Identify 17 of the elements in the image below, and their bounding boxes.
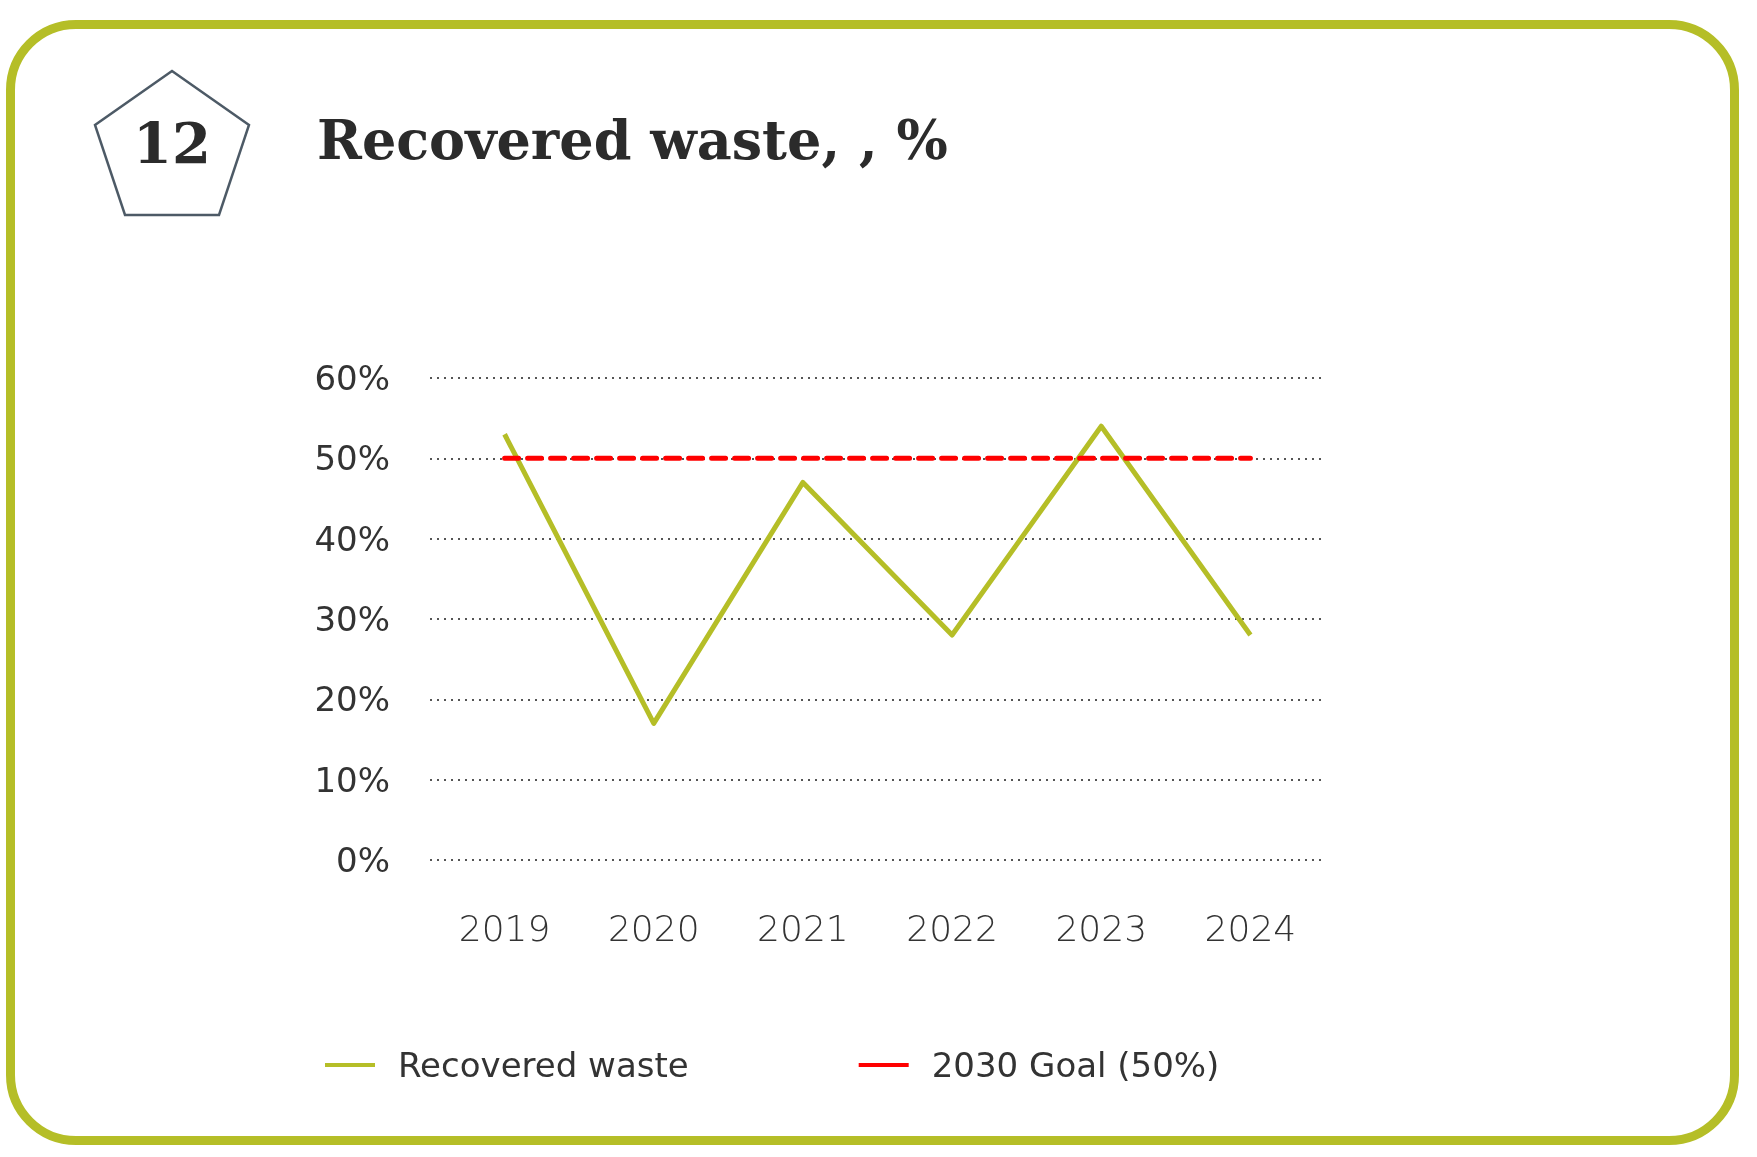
legend-label: Recovered waste (398, 1045, 689, 1085)
y-tick-label: 20% (314, 679, 390, 720)
y-tick-label: 40% (314, 518, 390, 559)
y-tick-label: 30% (314, 599, 390, 639)
x-tick-label: 2020 (607, 907, 700, 949)
y-tick-label: 50% (314, 438, 390, 479)
y-tick-label: 10% (314, 759, 390, 800)
x-tick-label: 2022 (906, 907, 998, 949)
legend-label: 2030 Goal (50%) (931, 1045, 1220, 1085)
x-tick-label: 2023 (1055, 907, 1148, 949)
x-tick-label: 2024 (1204, 907, 1297, 949)
text: 12 (132, 110, 212, 176)
x-tick-label: 2021 (757, 907, 849, 949)
y-tick-label: 0% (336, 840, 390, 880)
y-tick-label: 60% (314, 358, 390, 398)
chart-title: Recovered waste, , % (317, 108, 948, 172)
x-tick-label: 2019 (458, 907, 551, 949)
